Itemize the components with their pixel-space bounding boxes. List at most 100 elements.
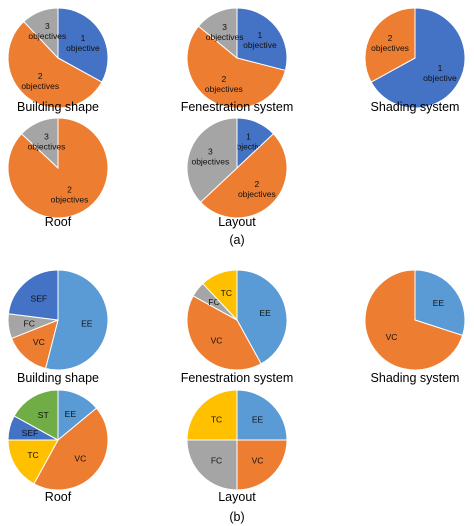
pie-slice-label-line: 1 bbox=[246, 131, 251, 141]
pie-slice-label: SEF bbox=[22, 428, 39, 438]
pie-slice-label-line: 2 bbox=[254, 179, 259, 189]
pie-slice-label-line: FC bbox=[211, 456, 222, 466]
pie-slice bbox=[33, 407, 109, 491]
pie-slice-label-line: EE bbox=[433, 298, 445, 308]
pie-slice bbox=[236, 7, 288, 72]
pie-slice-label: ST bbox=[38, 410, 49, 420]
pie-slice-label-line: objectives bbox=[205, 84, 243, 94]
pie-slice-label-line: objectives bbox=[51, 195, 89, 205]
pie-slice-label-line: objective bbox=[423, 73, 457, 83]
pie-slice bbox=[236, 439, 288, 491]
pie-slice-label-line: objectives bbox=[206, 32, 244, 42]
pie-slice-label-line: 3 bbox=[45, 21, 50, 31]
pie-slice-label-line: 3 bbox=[44, 131, 49, 141]
pie-chart-title: Building shape bbox=[17, 100, 99, 114]
pie-slice-label-line: objectives bbox=[28, 141, 66, 151]
pie-slice-label-line: SEF bbox=[22, 428, 39, 438]
pie-slice-label-line: 3 bbox=[208, 146, 213, 156]
pie-slice-label-line: 2 bbox=[67, 185, 72, 195]
pie-slice-label-line: VC bbox=[74, 453, 86, 463]
pie-slice bbox=[7, 439, 59, 485]
pie-slice-label: VC bbox=[74, 453, 86, 463]
pie-slice-label-line: objective bbox=[243, 40, 277, 50]
pie-slice-label: 3 objectives bbox=[206, 22, 244, 42]
pie-slice bbox=[7, 269, 59, 321]
pie-chart-title: Building shape bbox=[17, 371, 99, 385]
pie-slice-label-line: objectives bbox=[238, 189, 276, 199]
pie-slice-label-line: objectives bbox=[28, 31, 66, 41]
pie-slice-label-line: 1 bbox=[81, 33, 86, 43]
pie-slice-label-line: objective bbox=[232, 141, 266, 151]
pie-slice-label: 3 objectives bbox=[191, 146, 229, 166]
pie-slice-label: EE bbox=[252, 414, 264, 424]
pie-chart: 1 objective 2 objectives Shading system bbox=[364, 7, 466, 114]
pie-slice-label: VC bbox=[211, 336, 223, 346]
pie-slice-label: 2 objectives bbox=[21, 71, 59, 91]
pie-slice bbox=[186, 117, 238, 203]
pie-chart: EE VC FC TC Layout bbox=[186, 389, 288, 504]
pie-slice-label-line: 1 bbox=[258, 30, 263, 40]
pie-slice-label-line: objectives bbox=[191, 156, 229, 166]
pie-slice bbox=[186, 439, 238, 491]
pie-slice-label: 1 objective bbox=[423, 63, 457, 83]
pie-chart-title: Shading system bbox=[371, 371, 460, 385]
pie-slice-label: SEF bbox=[31, 293, 48, 303]
pie-slice-label: FC bbox=[24, 319, 35, 329]
pie-slice-label-line: EE bbox=[65, 409, 77, 419]
pie-slice-label-line: 2 bbox=[38, 71, 43, 81]
pie-slice-label-line: TC bbox=[27, 450, 38, 460]
panel-label-b: (b) bbox=[229, 510, 244, 524]
pie-slice bbox=[414, 269, 466, 337]
pie-slice bbox=[7, 20, 103, 109]
pie-slice bbox=[13, 389, 59, 441]
panel-label-a: (a) bbox=[229, 233, 244, 247]
pie-slice-label-line: objectives bbox=[21, 81, 59, 91]
pie-slice-label-line: FC bbox=[208, 297, 219, 307]
pie-slice-label-line: 3 bbox=[222, 22, 227, 32]
pie-slice-label-line: 2 bbox=[388, 33, 393, 43]
pie-slice-label-line: EE bbox=[252, 414, 264, 424]
pie-slice bbox=[186, 389, 238, 441]
pie-slice-label-line: VC bbox=[33, 337, 45, 347]
pie-slice bbox=[364, 269, 464, 371]
pie-slice-label: TC bbox=[27, 450, 38, 460]
pie-slice bbox=[20, 117, 59, 170]
pie-slice bbox=[199, 133, 288, 219]
pie-chart-title: Layout bbox=[218, 490, 256, 504]
pie-chart: EE VC FC SEF Building shape bbox=[7, 269, 109, 385]
pie-slice-label-line: 1 bbox=[438, 63, 443, 73]
pie-slice-label: 2 objectives bbox=[238, 179, 276, 199]
pie-chart-title: Roof bbox=[45, 490, 72, 504]
pie-slice-label: 3 objectives bbox=[28, 21, 66, 41]
pie-slice-label-line: EE bbox=[81, 319, 93, 329]
pie-slice-label-line: VC bbox=[252, 456, 264, 466]
pie-slice-label-line: FC bbox=[24, 319, 35, 329]
pie-slice-label: VC bbox=[252, 456, 264, 466]
pie-slice bbox=[236, 269, 288, 365]
pie-slice-label-line: SEF bbox=[31, 293, 48, 303]
pie-slice-label: 1 objective bbox=[243, 30, 277, 50]
pie-slice-label: EE bbox=[433, 298, 445, 308]
pie-slice-label: TC bbox=[221, 288, 232, 298]
pie-slice-label: 1 objective bbox=[232, 131, 266, 151]
pie-slice bbox=[44, 269, 109, 371]
pie-slice bbox=[186, 25, 287, 109]
pie-chart: EE VC Shading system bbox=[364, 269, 466, 385]
pie-slice-label: TC bbox=[211, 414, 222, 424]
pie-slice-label: 1 objective bbox=[66, 33, 100, 53]
pie-chart-title: Layout bbox=[218, 215, 256, 229]
pie-slice-label-line: objective bbox=[66, 43, 100, 53]
pie-slice bbox=[23, 7, 59, 60]
pie-slice-label: 3 objectives bbox=[28, 131, 66, 151]
pie-slice-label: FC bbox=[211, 456, 222, 466]
pie-slice-label: EE bbox=[259, 308, 271, 318]
pie-slice-label: 2 objectives bbox=[51, 185, 89, 205]
pie-slice-label: VC bbox=[33, 337, 45, 347]
pie-slice bbox=[236, 389, 288, 441]
pie-chart-title: Fenestration system bbox=[181, 100, 294, 114]
pie-slice bbox=[364, 7, 416, 83]
